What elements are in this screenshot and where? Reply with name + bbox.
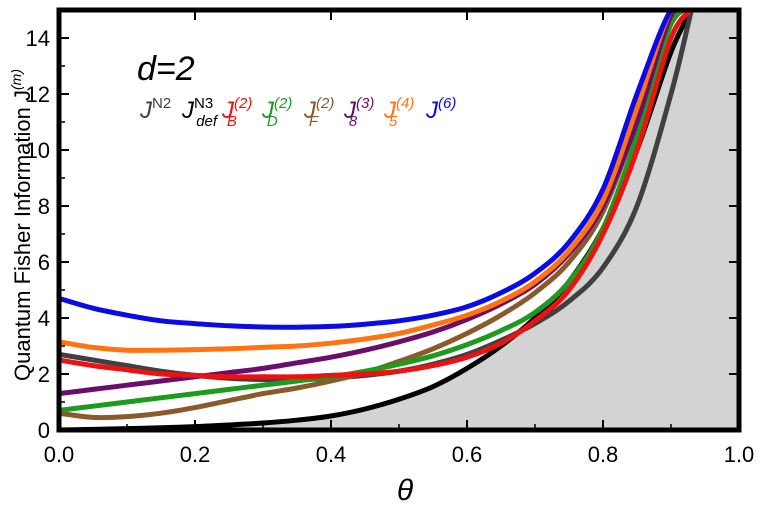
legend-entry-0: JN2 — [139, 95, 171, 124]
x-tick-label: 0.8 — [588, 442, 619, 467]
y-tick-label: 6 — [38, 250, 50, 275]
x-tick-label: 1.0 — [724, 442, 755, 467]
series-line-5 — [59, 10, 694, 397]
series-line-6 — [59, 10, 694, 353]
series-line-7 — [59, 10, 694, 330]
series-line-2 — [59, 10, 694, 380]
y-axis-label-superscript: (m) — [8, 69, 24, 90]
x-tick-label: 0.2 — [180, 442, 211, 467]
y-tick-label: 0 — [38, 418, 50, 443]
x-tick-label: 0.4 — [316, 442, 347, 467]
x-tick-label: 0.6 — [452, 442, 483, 467]
legend-entry-4: J(2) F — [303, 95, 334, 130]
y-tick-label: 10 — [26, 138, 50, 163]
legend-entry-5: J(3) 8 — [343, 95, 374, 130]
legend: JN2 JN3 def J(2) B J(2) D J(2) F J(3) 8 J(4) 5 J(6) — [139, 95, 456, 130]
x-axis-label: θ — [397, 474, 414, 507]
y-tick-label: 8 — [38, 194, 50, 219]
y-tick-label: 14 — [26, 26, 50, 51]
y-tick-label: 2 — [38, 362, 50, 387]
dimension-annotation: d=2 — [137, 50, 195, 88]
legend-entry-2: J(2) B — [221, 95, 252, 130]
y-tick-label: 4 — [38, 306, 50, 331]
shaded-region — [59, 10, 739, 430]
y-axis-label: Quantum Fisher Information J(m) — [8, 69, 35, 381]
y-axis-label-text: Quantum Fisher Information J — [10, 90, 35, 381]
legend-entry-3: J(2) D — [261, 95, 292, 130]
x-tick-label: 0.0 — [44, 442, 75, 467]
y-tick-label: 12 — [26, 82, 50, 107]
legend-entry-6: J(4) 5 — [383, 95, 414, 130]
legend-entry-7: J(6) — [425, 95, 456, 124]
series-line-3 — [59, 10, 694, 413]
legend-entry-1: JN3 def — [181, 95, 219, 130]
